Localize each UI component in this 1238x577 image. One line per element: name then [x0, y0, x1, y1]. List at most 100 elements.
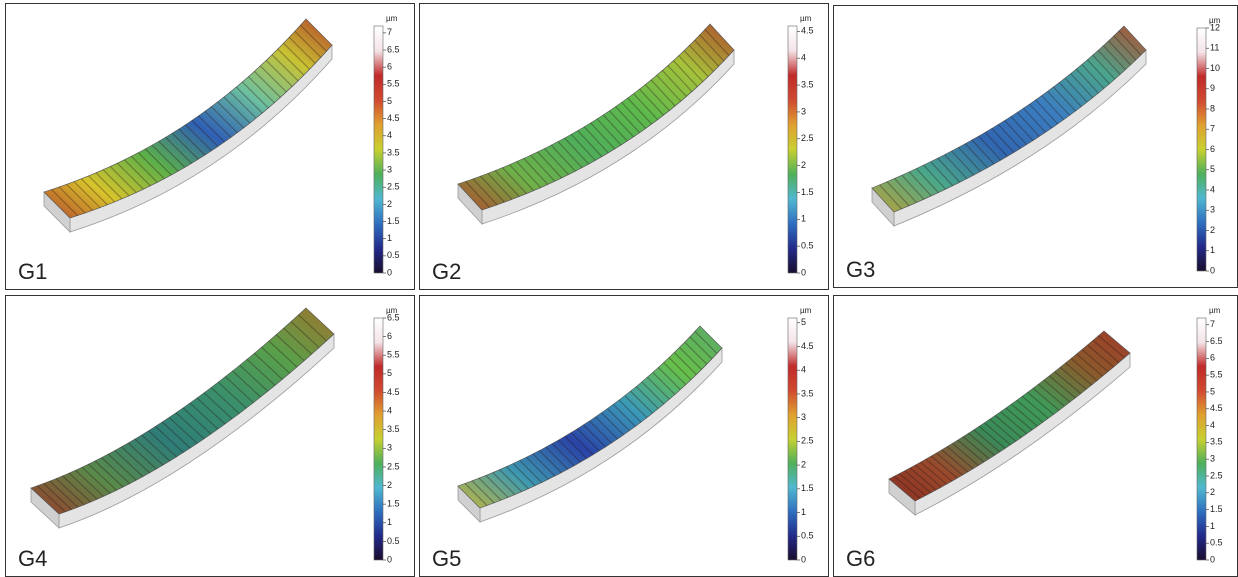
colorbar-tick-label: 2.5 — [387, 182, 400, 192]
colorbar-tick-label: 2 — [1210, 487, 1215, 497]
colorbar-tick-label: 11 — [1210, 43, 1219, 53]
colorbar-tick-label: 6 — [1210, 144, 1215, 154]
colorbar-tick-label: 7 — [1210, 124, 1215, 134]
colorbar-tick-label: 2 — [387, 199, 392, 209]
colorbar-tick-label: 1.5 — [1210, 504, 1223, 514]
colorbar-tick-label: 5.5 — [387, 350, 400, 360]
panel-label: G5 — [432, 546, 461, 571]
colorbar-tick-label: 1 — [387, 517, 392, 527]
colorbar-tick-label: 0.5 — [387, 536, 400, 546]
surface — [872, 26, 1146, 212]
panel-label: G6 — [846, 546, 875, 571]
colorbar-tick-label: 8 — [1210, 103, 1215, 113]
colorbar-tick-label: 0 — [801, 554, 806, 564]
colorbar-tick-label: 5 — [801, 317, 806, 327]
colorbar-tick-label: 1 — [1210, 521, 1215, 531]
colorbar-tick-label: 1.5 — [387, 216, 400, 226]
colorbar-tick-label: 5 — [1210, 164, 1215, 174]
colorbar-tick-label: 2 — [387, 480, 392, 490]
colorbar-tick-label: 4.5 — [387, 113, 400, 123]
colorbar-tick-label: 6.5 — [387, 44, 400, 54]
colorbar-unit: µm — [800, 14, 812, 23]
colorbar-tick-label: 0 — [387, 267, 392, 277]
colorbar — [374, 26, 383, 273]
colorbar-tick-label: 2.5 — [387, 461, 400, 471]
colorbar-tick-label: 2 — [801, 459, 806, 469]
colorbar-tick-label: 2.5 — [801, 436, 814, 446]
colorbar-tick-label: 1.5 — [801, 483, 814, 493]
colorbar-tick-label: 1.5 — [387, 499, 400, 509]
colorbar-tick-label: 3 — [387, 164, 392, 174]
panel-canvas: µm 0 0.5 1 1.5 2 2.5 3 3.5 4 4.5 5 5.5 6 6.5 7 G6 — [834, 296, 1236, 575]
colorbar-tick-label: 1.5 — [801, 187, 814, 197]
colorbar-tick-label: 3.5 — [387, 147, 400, 157]
colorbar-tick-label: 5 — [1210, 386, 1215, 396]
colorbar-tick-label: 6 — [387, 62, 392, 72]
colorbar — [788, 318, 797, 560]
colorbar-tick-label: 3.5 — [1210, 437, 1223, 447]
colorbar-tick-label: 4 — [387, 130, 392, 140]
panel-label: G3 — [846, 257, 875, 282]
colorbar-tick-label: 6.5 — [1210, 336, 1223, 346]
colorbar-tick-label: 0.5 — [1210, 538, 1223, 548]
colorbar-tick-label: 12 — [1210, 22, 1220, 32]
surface — [458, 24, 734, 210]
colorbar-tick-label: 9 — [1210, 83, 1215, 93]
colorbar-tick-label: 4 — [1210, 184, 1215, 194]
colorbar-tick-label: 3 — [1210, 205, 1215, 215]
panel-label: G2 — [432, 259, 461, 284]
colorbar-tick-label: 0 — [801, 267, 806, 277]
colorbar-tick-label: 5 — [387, 368, 392, 378]
colorbar-tick-label: 10 — [1210, 63, 1220, 73]
colorbar — [1197, 28, 1206, 271]
surface — [458, 326, 722, 508]
surface — [889, 331, 1130, 501]
colorbar-tick-label: 5.5 — [1210, 370, 1223, 380]
colorbar-tick-label: 4 — [801, 365, 806, 375]
colorbar-tick-label: 6 — [387, 331, 392, 341]
colorbar-tick-label: 2.5 — [1210, 470, 1223, 480]
colorbar — [374, 318, 383, 560]
colorbar-tick-label: 4.5 — [801, 26, 814, 36]
colorbar-tick-label: 4 — [387, 405, 392, 415]
colorbar-tick-label: 4 — [1210, 420, 1215, 430]
colorbar-tick-label: 3 — [387, 443, 392, 453]
colorbar-tick-label: 6 — [1210, 353, 1215, 363]
colorbar-tick-label: 0 — [1210, 554, 1215, 564]
colorbar-tick-label: 7 — [387, 27, 392, 37]
panel: µm00.511.522.533.544.5G2 — [419, 3, 829, 290]
colorbar-tick-label: 5.5 — [387, 79, 400, 89]
colorbar-tick-label: 4 — [801, 53, 806, 63]
colorbar-tick-label: 7 — [1210, 319, 1215, 329]
colorbar-tick-label: 2 — [1210, 225, 1215, 235]
panel: µm0123456789101112G3 — [833, 5, 1238, 288]
colorbar-tick-label: 3.5 — [801, 79, 814, 89]
colorbar-tick-label: 5 — [387, 96, 392, 106]
colorbar-tick-label: 3 — [801, 412, 806, 422]
colorbar-tick-label: 1 — [387, 233, 392, 243]
colorbar — [788, 26, 797, 273]
panel-label: G1 — [18, 259, 47, 284]
figure: µm 0 0.5 1 1.5 2 2.5 3 3.5 4 4.5 5 5.5 6 6.5 7 G1 µm 0 0.5 1… — [0, 0, 1238, 577]
panel-canvas: µm0123456789101112G3 — [834, 6, 1236, 286]
colorbar-tick-label: 0.5 — [801, 531, 814, 541]
colorbar-tick-label: 3 — [1210, 454, 1215, 464]
colorbar-unit: µm — [1209, 306, 1221, 315]
colorbar-tick-label: 3.5 — [387, 424, 400, 434]
colorbar-tick-label: 4.5 — [387, 387, 400, 397]
panel-label: G4 — [18, 546, 47, 571]
colorbar-tick-label: 4.5 — [1210, 403, 1223, 413]
panel: µm00.511.522.533.544.555.566.57G1 — [5, 3, 415, 290]
panel-canvas: µm00.511.522.533.544.55G5 — [420, 296, 827, 575]
colorbar-tick-label: 0 — [1210, 265, 1215, 275]
colorbar-tick-label: 1 — [1210, 245, 1215, 255]
colorbar-tick-label: 3 — [801, 106, 806, 116]
colorbar-tick-label: 0 — [387, 554, 392, 564]
colorbar-tick-label: 0.5 — [801, 241, 814, 251]
panel: µm00.511.522.533.544.55G5 — [419, 295, 829, 577]
surface — [31, 308, 334, 514]
colorbar-tick-label: 1 — [801, 214, 806, 224]
colorbar-unit: µm — [386, 14, 398, 23]
colorbar-tick-label: 1 — [801, 507, 806, 517]
